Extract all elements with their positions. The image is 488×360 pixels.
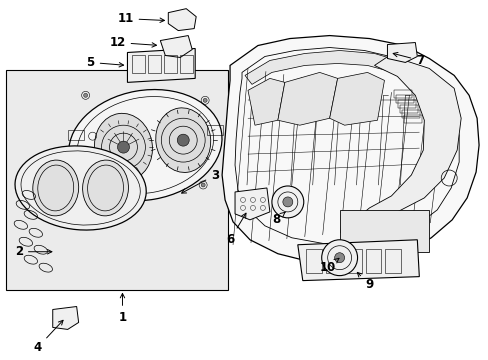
Bar bbox=[394, 90, 411, 98]
Bar bbox=[148, 55, 161, 73]
Polygon shape bbox=[160, 36, 192, 58]
Circle shape bbox=[83, 93, 87, 97]
Bar bbox=[402, 110, 420, 118]
Polygon shape bbox=[168, 9, 196, 31]
Bar bbox=[164, 55, 177, 73]
Ellipse shape bbox=[155, 108, 210, 172]
Circle shape bbox=[271, 186, 303, 218]
Circle shape bbox=[321, 240, 357, 276]
Circle shape bbox=[201, 183, 205, 187]
Polygon shape bbox=[244, 50, 436, 90]
Ellipse shape bbox=[94, 113, 152, 181]
Circle shape bbox=[203, 98, 207, 102]
Bar bbox=[67, 130, 83, 140]
Circle shape bbox=[85, 188, 89, 192]
Text: 6: 6 bbox=[225, 213, 245, 246]
Bar bbox=[398, 100, 415, 108]
Ellipse shape bbox=[15, 146, 146, 230]
Text: 12: 12 bbox=[109, 36, 156, 49]
Bar bbox=[180, 55, 193, 73]
Text: 10: 10 bbox=[319, 258, 338, 274]
Polygon shape bbox=[222, 36, 478, 264]
Text: 1: 1 bbox=[118, 293, 126, 324]
Bar bbox=[400, 105, 417, 113]
Bar bbox=[385, 249, 401, 273]
Polygon shape bbox=[247, 78, 285, 125]
Bar bbox=[132, 55, 145, 73]
Bar bbox=[325, 249, 341, 273]
Bar bbox=[339, 210, 428, 252]
Bar bbox=[345, 249, 361, 273]
Polygon shape bbox=[297, 240, 419, 280]
Polygon shape bbox=[386, 42, 416, 62]
Ellipse shape bbox=[69, 90, 222, 201]
Text: 11: 11 bbox=[117, 12, 164, 25]
Text: 9: 9 bbox=[357, 273, 373, 291]
Text: 3: 3 bbox=[181, 168, 219, 193]
Circle shape bbox=[117, 141, 129, 153]
Polygon shape bbox=[53, 306, 79, 329]
Polygon shape bbox=[235, 188, 269, 220]
Circle shape bbox=[334, 253, 344, 263]
Polygon shape bbox=[357, 55, 460, 218]
Bar bbox=[365, 249, 381, 273]
Bar bbox=[404, 115, 422, 123]
Bar bbox=[207, 125, 223, 135]
Bar bbox=[396, 95, 413, 103]
Polygon shape bbox=[277, 72, 337, 125]
Polygon shape bbox=[329, 72, 384, 125]
Text: 2: 2 bbox=[15, 245, 52, 258]
Bar bbox=[6, 71, 227, 289]
Text: 8: 8 bbox=[271, 212, 285, 226]
Text: 5: 5 bbox=[86, 56, 123, 69]
Circle shape bbox=[282, 197, 292, 207]
Ellipse shape bbox=[33, 160, 79, 216]
Text: 7: 7 bbox=[392, 53, 424, 67]
Polygon shape bbox=[127, 49, 195, 82]
Bar bbox=[305, 249, 321, 273]
Circle shape bbox=[177, 134, 189, 146]
Text: 4: 4 bbox=[34, 320, 63, 354]
Ellipse shape bbox=[82, 160, 128, 216]
